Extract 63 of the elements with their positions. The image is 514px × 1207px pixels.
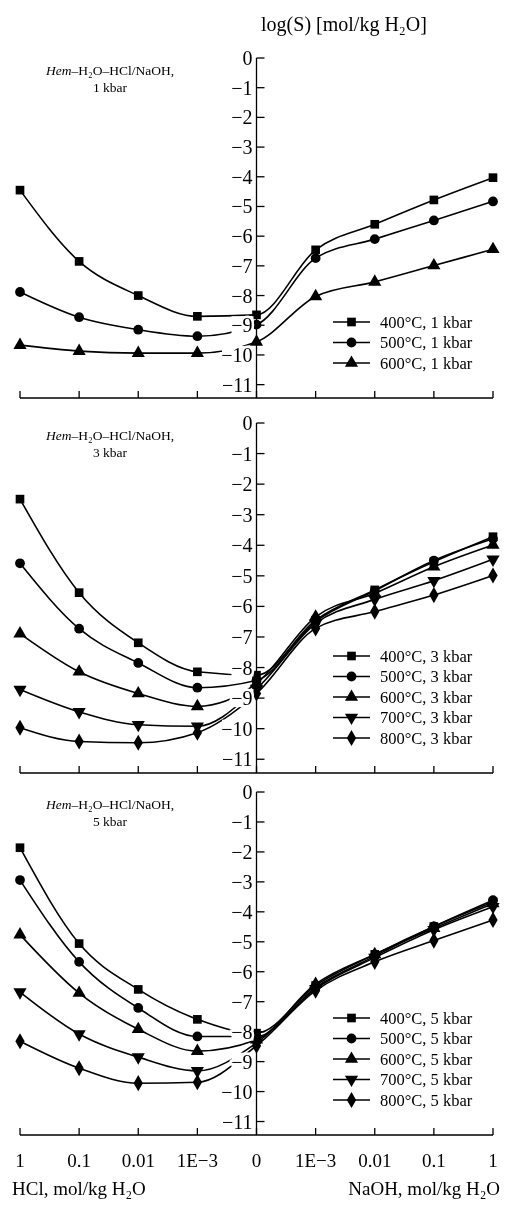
y-tick-label: −4 (231, 534, 253, 557)
y-tick-label: −8 (231, 1020, 253, 1043)
annotation: Hem–H₂O–HCl/NaOH, 1 kbar (44, 63, 175, 95)
y-tick-label: −1 (231, 442, 253, 465)
y-tick-label: −10 (221, 343, 253, 366)
y-tick-label: −5 (231, 195, 253, 218)
y-tick-label: −2 (231, 106, 253, 129)
y-tick-label: −3 (231, 503, 253, 526)
y-tick-label: −8 (231, 656, 253, 679)
y-tick-label: −4 (231, 165, 253, 188)
y-tick-label: −1 (231, 76, 253, 99)
x-tick-label: 1E−3 (176, 1150, 219, 1171)
x-tick-label: 0.1 (67, 1150, 91, 1171)
legend-label: 800°C, 5 kbar (380, 1090, 473, 1110)
legend-label: 600°C, 1 kbar (380, 353, 473, 373)
y-tick-label: −10 (221, 717, 253, 740)
y-tick-label: −6 (231, 225, 253, 248)
y-tick-label: −9 (231, 1050, 253, 1073)
y-tick-label: −11 (221, 1110, 253, 1133)
legend-label: 400°C, 1 kbar (380, 312, 473, 332)
y-tick-label: −7 (231, 990, 253, 1013)
legend-label: 500°C, 1 kbar (380, 333, 473, 352)
y-tick-label: −9 (231, 687, 253, 710)
y-tick-label: −2 (231, 473, 253, 496)
legend-label: 600°C, 3 kbar (380, 687, 473, 707)
y-tick-label: −8 (231, 284, 253, 307)
y-tick-label: −11 (221, 748, 253, 771)
y-tick-label: −4 (231, 900, 253, 923)
legend-label: 500°C, 5 kbar (380, 1029, 473, 1048)
y-tick-label: −7 (231, 625, 253, 648)
legend-label: 700°C, 3 kbar (380, 708, 473, 727)
legend-label: 800°C, 3 kbar (380, 728, 473, 748)
legend-label: 500°C, 3 kbar (380, 667, 473, 686)
x-axis-title: HCl, mol/kg H₂O (12, 1178, 146, 1199)
x-tick-label: 1 (15, 1150, 25, 1171)
text: NaOH, mol/kg H₂O (348, 1178, 500, 1199)
y-tick-label: 0 (242, 47, 253, 69)
annotation: Hem–H₂O–HCl/NaOH, 3 kbar (44, 428, 175, 460)
legend-label: 400°C, 3 kbar (380, 646, 473, 666)
y-tick-label: −6 (231, 960, 253, 983)
x-tick-label: 0.01 (358, 1150, 392, 1171)
x-tick-label: 1 (488, 1150, 498, 1171)
y-tick-label: 0 (242, 412, 253, 434)
x-tick-label: 1E−3 (294, 1150, 337, 1171)
y-axis-title: log(S) [mol/kg H₂O] (261, 13, 427, 36)
legend-label: 600°C, 5 kbar (380, 1049, 473, 1069)
y-tick-label: −6 (231, 595, 253, 618)
annotation: Hem–H₂O–HCl/NaOH, 5 kbar (44, 797, 175, 829)
y-tick-label: −11 (221, 373, 253, 396)
y-tick-label: −3 (231, 136, 253, 159)
y-tick-label: −5 (231, 564, 253, 587)
x-tick-label: 0.01 (121, 1150, 155, 1171)
y-tick-label: −10 (221, 1080, 253, 1103)
y-tick-label: −5 (231, 930, 253, 953)
y-tick-label: −9 (231, 314, 253, 337)
y-tick-label: −2 (231, 840, 253, 863)
y-tick-label: −7 (231, 254, 253, 277)
y-tick-label: −1 (231, 810, 253, 833)
x-tick-label: 0.1 (422, 1150, 446, 1171)
y-tick-label: −3 (231, 870, 253, 893)
legend-label: 400°C, 5 kbar (380, 1008, 473, 1028)
legend-label: 700°C, 5 kbar (380, 1070, 473, 1089)
y-tick-label: 0 (242, 781, 253, 803)
